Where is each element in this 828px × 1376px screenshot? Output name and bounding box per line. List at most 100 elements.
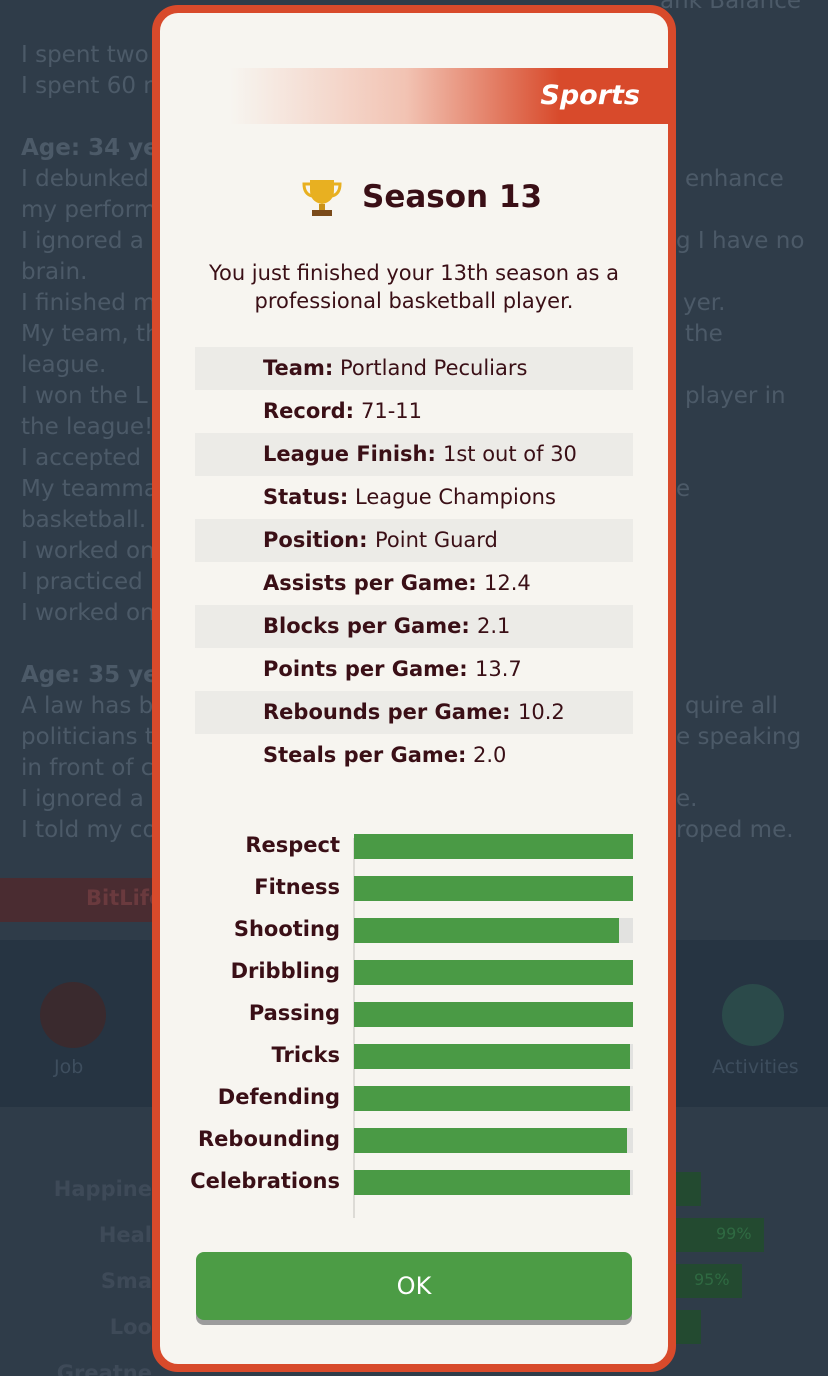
log-line: A law has b [21,693,154,719]
detail-value: Point Guard [375,528,498,552]
log-line: I ignored a [21,228,144,254]
detail-label: Position: [263,528,368,552]
title: Season 13 [362,179,543,215]
detail-value: League Champions [355,485,556,509]
log-line: I worked on [21,600,155,626]
detail-label: Blocks per Game: [263,614,470,638]
detail-value: 1st out of 30 [443,442,577,466]
log-line: I finished m [21,290,156,316]
bar-track [354,1044,633,1069]
bar [354,876,633,901]
stat-label: Heal [98,1223,152,1247]
stat-bar [676,1310,701,1344]
skill-label: Tricks [271,1043,341,1067]
stat-label: Happine [53,1177,152,1201]
activities-icon [722,984,784,1046]
stat-label: Greatne [56,1361,152,1376]
bar [354,1086,631,1111]
detail-row: Rebounds per Game: 10.2 [195,691,633,734]
detail-label: League Finish: [263,442,436,466]
detail-value: 71-11 [361,399,423,423]
log-line: basketball. [21,507,147,533]
log-line: My teamma [21,476,158,502]
description: You just finished your 13th season as a … [208,261,620,313]
detail-value: 12.4 [484,571,531,595]
top-right-text: ank Balance [660,0,802,14]
stat-bar [676,1218,764,1252]
stat-value: 95% [694,1270,730,1289]
log-line: I accepted [21,445,141,471]
bar [354,1002,633,1027]
log-line: enhance [685,166,784,192]
banner: BitLife [86,886,164,910]
detail-value: Portland Peculiars [340,356,528,380]
detail-label: Steals per Game: [263,743,467,767]
header: Sports [540,80,640,111]
skill-label: Respect [245,833,340,857]
detail-label: Assists per Game: [263,571,477,595]
detail-value: 2.0 [473,743,507,767]
skill-label: Fitness [254,875,340,899]
stat-bar [676,1172,701,1206]
bar [354,918,620,943]
log-line: I debunked [21,166,149,192]
bar-track [354,834,633,859]
log-line: my perform [21,197,157,223]
detail-row: Position: Point Guard [195,519,633,562]
nav-label: Job [54,1056,84,1078]
log-line: I spent two [21,42,149,68]
log-line: e speaking [676,724,802,750]
log-line: politicians t [21,724,154,750]
detail-label: Record: [263,399,355,423]
bar-track [354,1128,633,1153]
skill-label: Dribbling [230,959,340,983]
detail-row: Steals per Game: 2.0 [195,734,633,777]
log-line: Age: 34 ye [21,135,159,161]
skill-label: Shooting [233,917,340,941]
stat-label: Loo [109,1315,152,1339]
log-line: g I have no [676,228,805,254]
bar [354,1128,628,1153]
nav-label: Activities [712,1056,799,1078]
skill-label: Celebrations [190,1169,340,1193]
log-line: e [676,476,691,502]
detail-value: 2.1 [477,614,511,638]
stat-label: Sma [100,1269,152,1293]
detail-label: Status: [263,485,349,509]
trophy-icon [302,180,342,216]
log-line: I ignored a [21,786,144,812]
detail-label: Team: [263,356,334,380]
ok-button[interactable]: OK [196,1252,632,1320]
bar-track [354,1170,633,1195]
log-line: brain. [21,259,88,285]
log-line: My team, th [21,321,160,347]
skill-label: Rebounding [198,1127,340,1151]
log-line: e. [676,786,698,812]
log-line: the league! [21,414,154,440]
bar [354,960,633,985]
log-line: in front of c [21,755,154,781]
detail-row: League Finish: 1st out of 30 [195,433,633,476]
log-line: I won the L [21,383,148,409]
log-line: I spent 60 n [21,73,158,99]
log-line: the [685,321,723,347]
bar-track [354,876,633,901]
bar [354,1170,631,1195]
log-line: yer. [683,290,726,316]
skill-label: Defending [217,1085,340,1109]
log-line: league. [21,352,107,378]
log-line: I worked on [21,538,155,564]
log-line: Age: 35 ye [21,662,159,688]
bar [354,1044,631,1069]
header-ribbon [230,68,670,124]
detail-label: Points per Game: [263,657,468,681]
detail-row: Blocks per Game: 2.1 [195,605,633,648]
bar-track [354,1086,633,1111]
bar [354,834,633,859]
detail-row: Record: 71-11 [195,390,633,433]
log-line: player in [685,383,786,409]
detail-row: Assists per Game: 12.4 [195,562,633,605]
modal: Sports Season 13 You just finished your … [152,5,676,1372]
log-line: quire all [685,693,778,719]
